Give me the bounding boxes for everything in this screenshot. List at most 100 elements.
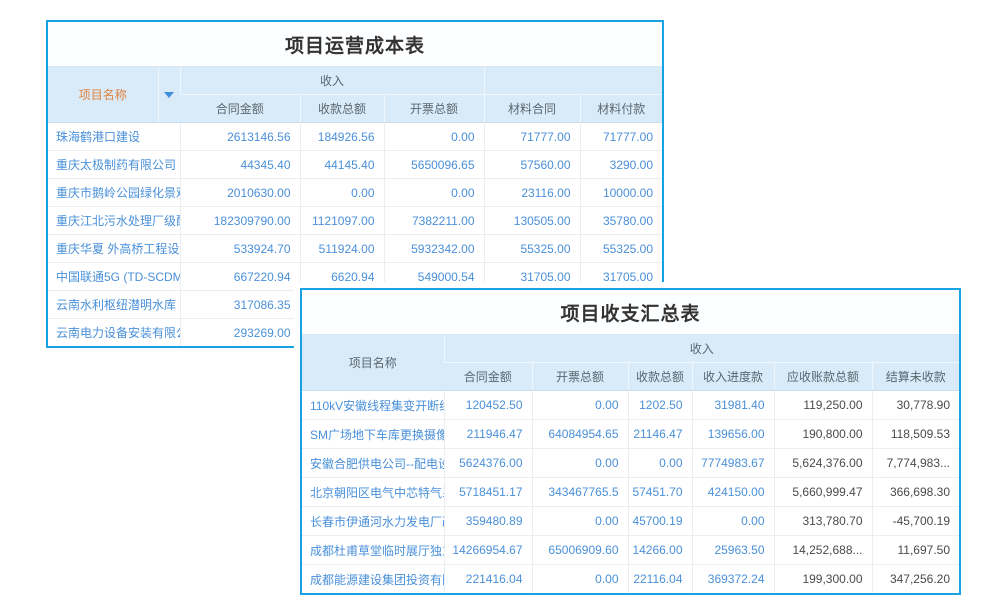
project-name-cell[interactable]: SM广场地下车库更换摄像机 [302, 419, 444, 449]
project-name-cell[interactable]: 重庆华夏 外高桥工程设计 [48, 234, 180, 263]
group-header-row: 项目名称 收入 [48, 67, 662, 123]
project-name-cell[interactable]: 成都杜甫草堂临时展厅独立 [302, 535, 444, 565]
project-name-cell[interactable]: 重庆市鹅岭公园绿化景观 [48, 178, 180, 207]
value-cell: 71777.00 [579, 122, 662, 151]
column-header-material-contract[interactable]: 材料合同 [483, 94, 580, 123]
value-cell: 65006909.60 [531, 535, 628, 565]
value-cell: 31981.40 [691, 390, 774, 420]
table1-title: 项目运营成本表 [48, 22, 662, 67]
column-header-contract-amount[interactable]: 合同金额 [180, 94, 300, 123]
column-header-invoiced-total[interactable]: 开票总额 [383, 94, 484, 123]
value-cell: 44345.40 [179, 150, 300, 179]
value-cell: 45700.19 [627, 506, 692, 536]
project-name-cell[interactable]: 重庆太极制药有限公司 [48, 150, 180, 179]
column-header-project-name[interactable]: 项目名称 [302, 335, 444, 391]
column-header-invoiced-total[interactable]: 开票总额 [531, 362, 628, 391]
column-header-row: 合同金额 开票总额 收款总额 收入进度款 应收账款总额 结算未收款 [302, 362, 960, 391]
value-cell: 11,697.50 [871, 535, 960, 565]
value-cell: 57451.70 [627, 477, 692, 507]
value-cell: 71777.00 [483, 122, 580, 151]
value-cell: 182309790.00 [179, 206, 300, 235]
project-name-cell[interactable]: 长春市伊通河水力发电厂改造 [302, 506, 444, 536]
column-header-settlement-unreceived[interactable]: 结算未收款 [871, 362, 960, 391]
value-cell: 424150.00 [691, 477, 774, 507]
value-cell: 0.00 [531, 564, 628, 593]
income-expense-summary-table: 项目名称 收入 合同金额 开票总额 收款总额 收入进度款 应收账款总额 结算未收… [302, 335, 960, 593]
value-cell: 0.00 [383, 122, 484, 151]
value-cell: 7382211.00 [383, 206, 484, 235]
value-cell: 533924.70 [179, 234, 300, 263]
table-row: 重庆市鹅岭公园绿化景观 2010630.00 0.00 0.00 23116.00 100… [48, 178, 662, 207]
project-name-cell[interactable]: 珠海鹤港口建设 [48, 122, 180, 151]
triangle-down-icon[interactable] [164, 92, 174, 99]
project-name-cell[interactable]: 云南水利枢纽潜明水库 [48, 290, 180, 319]
value-cell: 35780.00 [579, 206, 662, 235]
value-cell: 366,698.30 [871, 477, 960, 507]
project-name-cell[interactable]: 110kV安徽线程集变开断线路 [302, 390, 444, 420]
value-cell: 130505.00 [483, 206, 580, 235]
summary-table-card-margin: 项目收支汇总表 项目名称 收入 合同金额 开票总额 收款总额 收入进度款 应收账… [294, 282, 968, 601]
column-header-row: 合同金额 收款总额 开票总额 材料合同 材料付款 [48, 94, 662, 123]
group-header-row: 项目名称 收入 [302, 335, 960, 391]
project-name-cell[interactable]: 中国联通5G (TD-SCDMA) [48, 262, 180, 291]
table-row: 重庆华夏 外高桥工程设计 533924.70 511924.00 5932342.00… [48, 234, 662, 263]
column-header-payment-received-total[interactable]: 收款总额 [299, 94, 384, 123]
value-cell: 14266.00 [627, 535, 692, 565]
column-header-project-name[interactable]: 项目名称 [48, 67, 158, 123]
group-header-income: 收入 [179, 67, 484, 95]
table-row: 重庆江北污水处理厂级配 182309790.00 1121097.00 7382211… [48, 206, 662, 235]
value-cell: 7,774,983... [871, 448, 960, 478]
value-cell: 359480.89 [443, 506, 532, 536]
value-cell: 7774983.67 [691, 448, 774, 478]
value-cell: 317086.35 [179, 290, 300, 319]
table-row: 成都能源建设集团投资有限公司221416.040.0022116.0436937… [302, 564, 960, 593]
income-expense-summary-card: 项目收支汇总表 项目名称 收入 合同金额 开票总额 收款总额 收入进度款 应收账… [300, 288, 962, 595]
value-cell: 293269.00 [179, 318, 300, 346]
column-header-accounts-receivable-total[interactable]: 应收账款总额 [773, 362, 872, 391]
group-header-empty [483, 67, 662, 95]
column-header-payment-received-total[interactable]: 收款总额 [627, 362, 692, 391]
table-row: 长春市伊通河水力发电厂改造359480.890.0045700.190.0031… [302, 506, 960, 536]
column-header-material-payment[interactable]: 材料付款 [579, 94, 662, 123]
value-cell: 0.00 [531, 506, 628, 536]
value-cell: 369372.24 [691, 564, 774, 593]
table2-title: 项目收支汇总表 [302, 290, 960, 335]
value-cell: 211946.47 [443, 419, 532, 449]
value-cell: 0.00 [531, 448, 628, 478]
project-name-cell[interactable]: 安徽合肥供电公司--配电设备 [302, 448, 444, 478]
value-cell: 347,256.20 [871, 564, 960, 593]
value-cell: 3290.00 [579, 150, 662, 179]
value-cell: 0.00 [383, 178, 484, 207]
filter-dropdown-cell[interactable] [157, 67, 180, 123]
value-cell: 22116.04 [627, 564, 692, 593]
value-cell: 1121097.00 [299, 206, 384, 235]
project-name-cell[interactable]: 北京朝阳区电气中芯特气系统 [302, 477, 444, 507]
value-cell: 0.00 [627, 448, 692, 478]
table-row: 成都杜甫草堂临时展厅独立 14266954.67 65006909.60 14266.… [302, 535, 960, 565]
project-name-cell[interactable]: 重庆江北污水处理厂级配 [48, 206, 180, 235]
value-cell: 313,780.70 [773, 506, 872, 536]
value-cell: 120452.50 [443, 390, 532, 420]
value-cell: 55325.00 [483, 234, 580, 263]
value-cell: 30,778.90 [871, 390, 960, 420]
value-cell: 55325.00 [579, 234, 662, 263]
value-cell: 5650096.65 [383, 150, 484, 179]
value-cell: 10000.00 [579, 178, 662, 207]
project-name-cell[interactable]: 云南电力设备安装有限公司 [48, 318, 180, 346]
value-cell: 2010630.00 [179, 178, 300, 207]
value-cell: 0.00 [691, 506, 774, 536]
value-cell: 511924.00 [299, 234, 384, 263]
column-header-contract-amount[interactable]: 合同金额 [444, 362, 532, 391]
value-cell: 25963.50 [691, 535, 774, 565]
value-cell: -45,700.19 [871, 506, 960, 536]
value-cell: 139656.00 [691, 419, 774, 449]
value-cell: 118,509.53 [871, 419, 960, 449]
value-cell: 0.00 [531, 390, 628, 420]
value-cell: 5718451.17 [443, 477, 532, 507]
value-cell: 5624376.00 [443, 448, 532, 478]
value-cell: 21146.47 [627, 419, 692, 449]
value-cell: 199,300.00 [773, 564, 872, 593]
column-header-income-progress-payment[interactable]: 收入进度款 [691, 362, 774, 391]
value-cell: 184926.56 [299, 122, 384, 151]
project-name-cell[interactable]: 成都能源建设集团投资有限公司 [302, 564, 444, 593]
